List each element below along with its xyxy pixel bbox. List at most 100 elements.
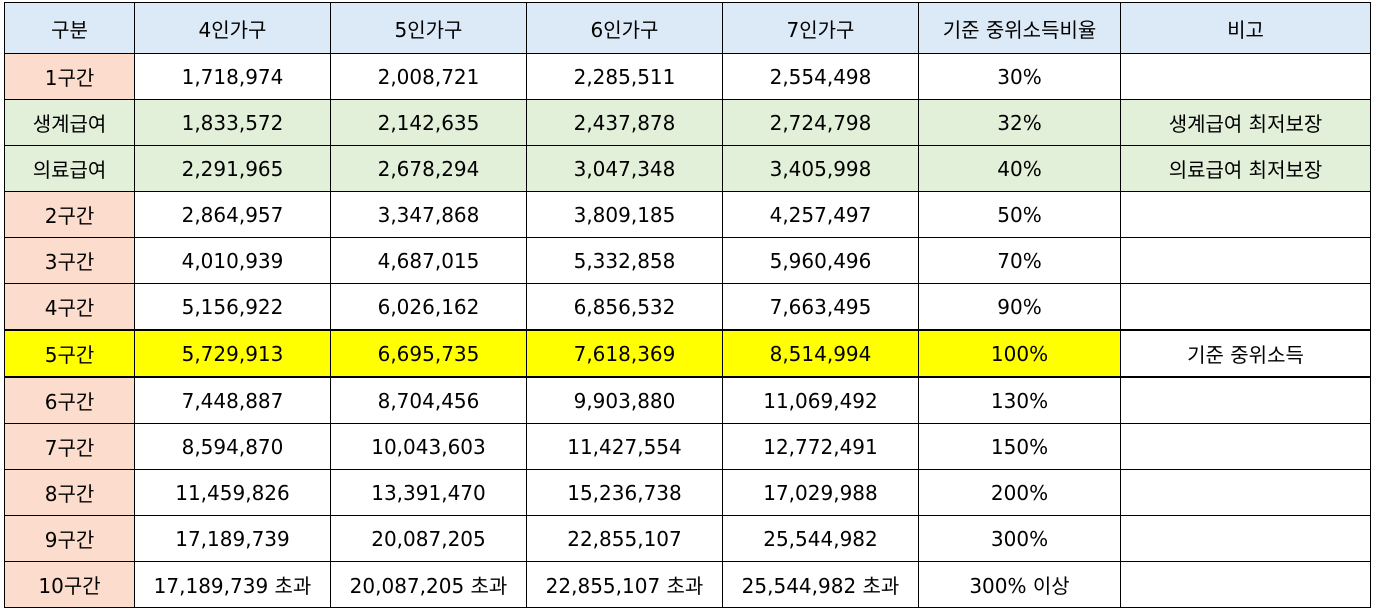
cell-7-person: 12,772,491 xyxy=(722,423,919,470)
cell-7-person: 2,724,798 xyxy=(722,99,919,146)
cell-4-person: 5,156,922 xyxy=(134,283,331,331)
cell-ratio: 30% xyxy=(918,53,1121,100)
cell-6-person: 15,236,738 xyxy=(526,469,723,516)
cell-note xyxy=(1120,191,1371,238)
cell-4-person: 4,010,939 xyxy=(134,237,331,284)
cell-ratio: 100% xyxy=(918,329,1121,378)
cell-6-person: 11,427,554 xyxy=(526,423,723,470)
row-label: 8구간 xyxy=(4,469,135,516)
cell-note xyxy=(1120,283,1371,331)
income-table: 구분 4인가구 5인가구 6인가구 7인가구 기준 중위소득비율 비고 1구간 … xyxy=(4,2,1371,608)
cell-4-person: 11,459,826 xyxy=(134,469,331,516)
cell-7-person: 5,960,496 xyxy=(722,237,919,284)
table-row: 의료급여 2,291,965 2,678,294 3,047,348 3,405… xyxy=(4,145,1371,192)
cell-4-person: 7,448,887 xyxy=(134,376,331,424)
cell-4-person: 8,594,870 xyxy=(134,423,331,470)
cell-ratio: 130% xyxy=(918,376,1121,424)
cell-ratio: 50% xyxy=(918,191,1121,238)
cell-4-person: 17,189,739 초과 xyxy=(134,561,331,608)
cell-7-person: 11,069,492 xyxy=(722,376,919,424)
table-row: 7구간 8,594,870 10,043,603 11,427,554 12,7… xyxy=(4,423,1371,470)
header-5-person: 5인가구 xyxy=(330,2,527,54)
cell-6-person: 2,437,878 xyxy=(526,99,723,146)
header-category: 구분 xyxy=(4,2,135,54)
cell-note xyxy=(1120,423,1371,470)
header-4-person: 4인가구 xyxy=(134,2,331,54)
row-label: 9구간 xyxy=(4,515,135,562)
cell-ratio: 40% xyxy=(918,145,1121,192)
cell-4-person: 1,833,572 xyxy=(134,99,331,146)
table-row: 4구간 5,156,922 6,026,162 6,856,532 7,663,… xyxy=(4,283,1371,331)
cell-7-person: 17,029,988 xyxy=(722,469,919,516)
row-label: 7구간 xyxy=(4,423,135,470)
row-label: 5구간 xyxy=(4,329,135,378)
cell-5-person: 6,026,162 xyxy=(330,283,527,331)
cell-note xyxy=(1120,237,1371,284)
row-label: 1구간 xyxy=(4,53,135,100)
cell-6-person: 22,855,107 초과 xyxy=(526,561,723,608)
cell-note: 생계급여 최저보장 xyxy=(1120,99,1371,146)
cell-5-person: 10,043,603 xyxy=(330,423,527,470)
table-row: 3구간 4,010,939 4,687,015 5,332,858 5,960,… xyxy=(4,237,1371,284)
table-row: 9구간 17,189,739 20,087,205 22,855,107 25,… xyxy=(4,515,1371,562)
row-label: 의료급여 xyxy=(4,145,135,192)
cell-note xyxy=(1120,561,1371,608)
cell-6-person: 3,809,185 xyxy=(526,191,723,238)
cell-4-person: 1,718,974 xyxy=(134,53,331,100)
cell-note xyxy=(1120,515,1371,562)
table-row: 8구간 11,459,826 13,391,470 15,236,738 17,… xyxy=(4,469,1371,516)
cell-7-person: 7,663,495 xyxy=(722,283,919,331)
cell-4-person: 2,291,965 xyxy=(134,145,331,192)
header-row: 구분 4인가구 5인가구 6인가구 7인가구 기준 중위소득비율 비고 xyxy=(4,2,1371,54)
table-row: 2구간 2,864,957 3,347,868 3,809,185 4,257,… xyxy=(4,191,1371,238)
cell-7-person: 3,405,998 xyxy=(722,145,919,192)
row-label: 10구간 xyxy=(4,561,135,608)
cell-ratio: 150% xyxy=(918,423,1121,470)
row-label: 6구간 xyxy=(4,376,135,424)
row-label: 3구간 xyxy=(4,237,135,284)
header-note: 비고 xyxy=(1120,2,1371,54)
cell-4-person: 17,189,739 xyxy=(134,515,331,562)
cell-5-person: 4,687,015 xyxy=(330,237,527,284)
cell-4-person: 5,729,913 xyxy=(134,329,331,378)
row-label: 4구간 xyxy=(4,283,135,331)
cell-6-person: 3,047,348 xyxy=(526,145,723,192)
cell-ratio: 200% xyxy=(918,469,1121,516)
cell-6-person: 5,332,858 xyxy=(526,237,723,284)
cell-5-person: 3,347,868 xyxy=(330,191,527,238)
cell-7-person: 25,544,982 초과 xyxy=(722,561,919,608)
table-row: 5구간 5,729,913 6,695,735 7,618,369 8,514,… xyxy=(4,329,1371,378)
cell-6-person: 2,285,511 xyxy=(526,53,723,100)
cell-5-person: 20,087,205 xyxy=(330,515,527,562)
table-row: 생계급여 1,833,572 2,142,635 2,437,878 2,724… xyxy=(4,99,1371,146)
cell-note xyxy=(1120,469,1371,516)
header-7-person: 7인가구 xyxy=(722,2,919,54)
cell-6-person: 9,903,880 xyxy=(526,376,723,424)
cell-note xyxy=(1120,53,1371,100)
header-6-person: 6인가구 xyxy=(526,2,723,54)
cell-note: 기준 중위소득 xyxy=(1120,329,1371,378)
cell-ratio: 300% 이상 xyxy=(918,561,1121,608)
cell-7-person: 25,544,982 xyxy=(722,515,919,562)
cell-7-person: 8,514,994 xyxy=(722,329,919,378)
cell-ratio: 300% xyxy=(918,515,1121,562)
cell-ratio: 70% xyxy=(918,237,1121,284)
cell-note: 의료급여 최저보장 xyxy=(1120,145,1371,192)
cell-4-person: 2,864,957 xyxy=(134,191,331,238)
cell-note xyxy=(1120,376,1371,424)
cell-5-person: 6,695,735 xyxy=(330,329,527,378)
table-row: 10구간 17,189,739 초과 20,087,205 초과 22,855,… xyxy=(4,561,1371,608)
cell-7-person: 2,554,498 xyxy=(722,53,919,100)
cell-5-person: 13,391,470 xyxy=(330,469,527,516)
cell-6-person: 6,856,532 xyxy=(526,283,723,331)
cell-5-person: 8,704,456 xyxy=(330,376,527,424)
table-row: 6구간 7,448,887 8,704,456 9,903,880 11,069… xyxy=(4,376,1371,424)
cell-5-person: 2,678,294 xyxy=(330,145,527,192)
cell-ratio: 90% xyxy=(918,283,1121,331)
cell-ratio: 32% xyxy=(918,99,1121,146)
table-row: 1구간 1,718,974 2,008,721 2,285,511 2,554,… xyxy=(4,53,1371,100)
cell-6-person: 22,855,107 xyxy=(526,515,723,562)
cell-7-person: 4,257,497 xyxy=(722,191,919,238)
cell-5-person: 2,142,635 xyxy=(330,99,527,146)
cell-5-person: 20,087,205 초과 xyxy=(330,561,527,608)
